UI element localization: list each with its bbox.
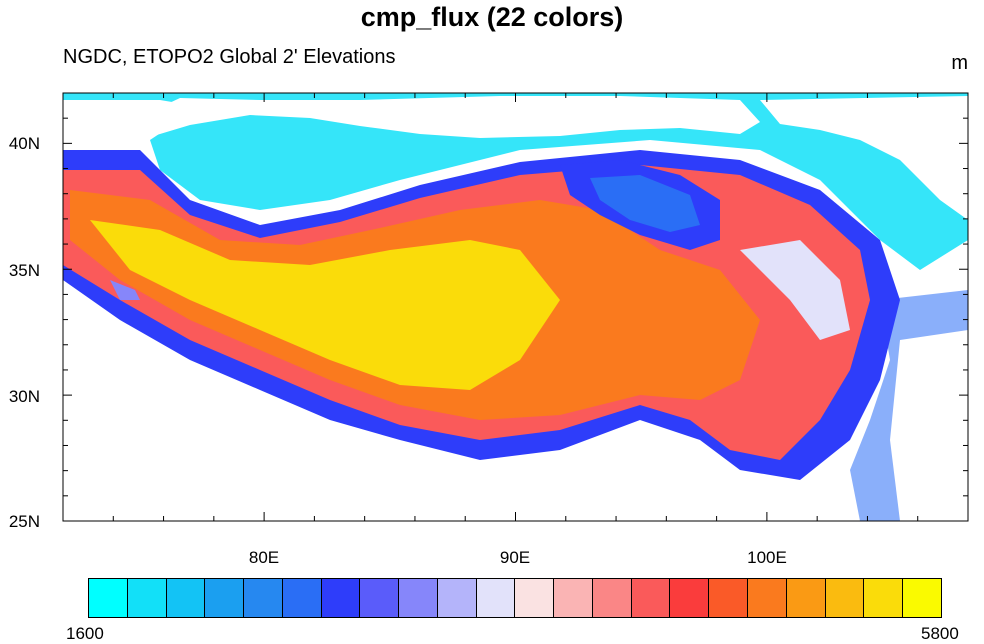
colorbar-swatch: [825, 579, 865, 617]
southeast-lowland: [600, 440, 760, 521]
colorbar-swatch: [592, 579, 632, 617]
lon-label-80e: 80E: [248, 548, 280, 567]
colorbar-swatch: [399, 579, 438, 617]
plot-title: cmp_flux (22 colors): [360, 2, 624, 32]
axis-ticks: [62, 92, 969, 522]
colorbar-swatch: [903, 579, 941, 617]
colorbar-swatch: [631, 579, 671, 617]
northeast-lowland: [760, 96, 968, 220]
colorbar-min-label: 1600: [66, 624, 104, 643]
colorbar-swatch: [360, 579, 400, 617]
colorbar-swatch: [864, 579, 904, 617]
colorbar-swatch: [476, 579, 516, 617]
colorbar: [88, 578, 942, 618]
lat-label-25n: 25N: [8, 512, 40, 531]
plateau-peaks: [90, 220, 560, 390]
lowland-fringe-north: [63, 93, 968, 270]
eastern-highland: [740, 240, 850, 340]
lake-basin-west: [110, 280, 140, 300]
colorbar-swatch: [321, 579, 361, 617]
lon-label-90e: 90E: [499, 548, 531, 567]
lat-label-40n: 40N: [8, 134, 40, 153]
colorbar-swatch: [166, 579, 206, 617]
colorbar-swatch: [554, 579, 593, 617]
colorbar-swatch: [89, 579, 128, 617]
colorbar-swatch: [244, 579, 283, 617]
colorbar-swatch: [786, 579, 826, 617]
colorbar-swatch: [709, 579, 749, 617]
sichuan-basin: [890, 330, 968, 521]
tarim-basin: [140, 96, 760, 140]
colorbar-swatch: [748, 579, 787, 617]
colorbar-swatch: [205, 579, 245, 617]
colorbar-swatch: [515, 579, 555, 617]
colorbar-swatch: [437, 579, 477, 617]
lon-label-100e: 100E: [747, 548, 787, 567]
colorbar-max-label: 5800: [921, 624, 959, 643]
qaidam-inner: [590, 175, 700, 232]
colorbar-swatch: [670, 579, 710, 617]
colorbar-swatch: [282, 579, 322, 617]
plot-subtitle: NGDC, ETOPO2 Global 2' Elevations: [63, 46, 396, 68]
colorbar-swatch: [127, 579, 167, 617]
elevation-field: [63, 93, 968, 521]
lat-label-30n: 30N: [8, 387, 40, 406]
units-label: m: [951, 52, 968, 74]
southwest-plains: [63, 290, 640, 521]
lat-label-35n: 35N: [8, 261, 40, 280]
